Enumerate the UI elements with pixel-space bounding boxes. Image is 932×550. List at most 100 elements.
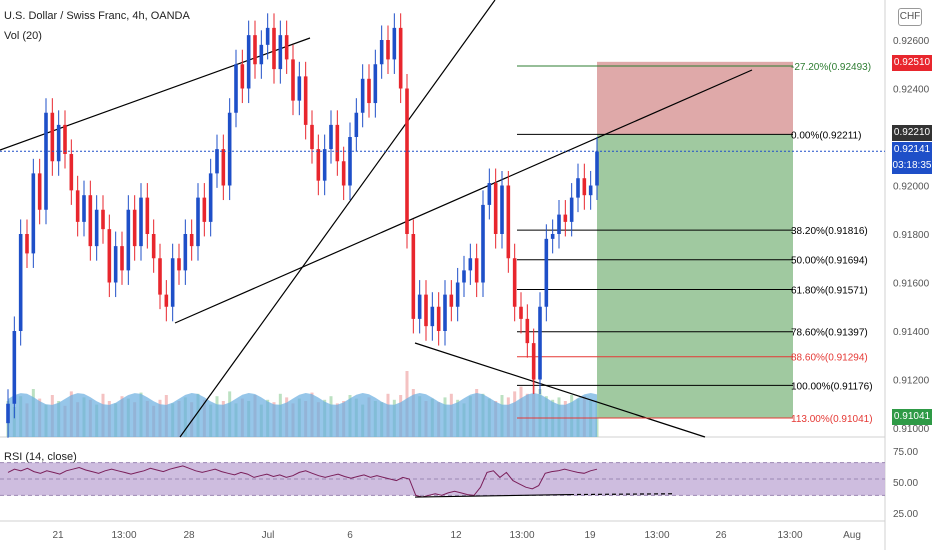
- candle-body: [582, 178, 587, 196]
- candle-body: [113, 246, 118, 283]
- candle-body: [246, 35, 251, 89]
- price-axis-tick: 0.91600: [893, 279, 930, 290]
- rsi-axis-tick: 25.00: [893, 509, 918, 520]
- candle-body: [474, 258, 479, 283]
- rsi-line: [7, 465, 598, 498]
- fib-label: -27.20%(0.92493): [791, 62, 871, 73]
- candle-body: [379, 40, 384, 65]
- candle-body: [481, 204, 485, 283]
- rsi-axis-tick: 50.00: [893, 478, 918, 489]
- candle-body: [37, 173, 42, 210]
- candle-body: [424, 294, 428, 327]
- dashed-channel-line: [0, 0, 411, 61]
- volume-bars: [6, 371, 599, 437]
- candle-body: [107, 229, 112, 283]
- candle-body: [208, 173, 213, 222]
- candle-body: [316, 149, 321, 181]
- candle-body: [398, 27, 403, 89]
- candle-body: [69, 153, 74, 191]
- candle-body: [506, 185, 511, 259]
- candle-body: [126, 209, 131, 271]
- rsi-divergence-line: [414, 493, 571, 498]
- candle-body: [88, 195, 93, 247]
- time-axis-tick: 13:00: [509, 530, 534, 541]
- candle-body: [462, 270, 466, 283]
- position-boxes: [597, 61, 793, 419]
- candle-body: [468, 258, 473, 271]
- candle-body: [82, 195, 86, 222]
- fib-label: 78.60%(0.91397): [791, 328, 868, 339]
- rsi-pane: 75.00 50.00 25.00: [0, 447, 918, 520]
- candle-body: [417, 294, 422, 319]
- candle-body: [360, 78, 365, 113]
- candle-body: [132, 209, 137, 247]
- price-axis-tick: 0.91800: [893, 230, 930, 241]
- candle-body: [196, 197, 200, 247]
- candle-body: [94, 209, 99, 247]
- candle-body: [525, 318, 530, 344]
- candle-body: [595, 151, 599, 186]
- volume-ma-area: [8, 393, 597, 437]
- price-axis-tick: 0.92400: [893, 85, 930, 96]
- candle-body: [240, 64, 245, 89]
- current-price-tag: 0.92141: [892, 142, 932, 158]
- candle-body: [348, 137, 352, 186]
- candle-body: [56, 124, 61, 162]
- candle-body: [120, 246, 124, 271]
- candle-body: [12, 331, 17, 404]
- candle-body: [544, 238, 549, 307]
- candle-body: [265, 27, 270, 45]
- candle-body: [449, 294, 454, 307]
- candle-body: [341, 161, 346, 186]
- candle-body: [63, 124, 67, 154]
- candle-body: [512, 258, 517, 307]
- time-axis-tick: 12: [450, 530, 462, 541]
- candle-body: [31, 173, 36, 254]
- candle-body: [44, 112, 48, 210]
- lower-channel-line: [414, 342, 706, 438]
- volume-indicator-label[interactable]: Vol (20): [4, 30, 42, 42]
- candle-body: [335, 124, 340, 162]
- candle-body: [588, 185, 593, 196]
- candle-body: [487, 183, 492, 205]
- stop-loss-zone: [597, 61, 793, 135]
- candle-body: [234, 64, 238, 113]
- candle-body: [550, 234, 555, 239]
- candle-body: [563, 214, 568, 222]
- fib-label: 88.60%(0.91294): [791, 353, 868, 364]
- candle-body: [310, 124, 314, 150]
- time-axis-tick: Jul: [262, 530, 275, 541]
- candle-body: [392, 27, 397, 60]
- candle-body: [455, 282, 460, 307]
- rising-trend-line: [174, 69, 753, 324]
- price-axis-tick: 0.91400: [893, 327, 930, 338]
- candle-body: [291, 59, 295, 101]
- candle-body: [557, 214, 561, 234]
- fib-label: 113.00%(0.91041): [791, 414, 873, 425]
- candle-body: [50, 112, 55, 162]
- candle-body: [284, 35, 289, 60]
- price-axis-tick: 0.91200: [893, 376, 930, 387]
- rsi-indicator-label[interactable]: RSI (14, close): [4, 451, 77, 463]
- candle-body: [221, 149, 226, 186]
- candle-body: [164, 294, 169, 307]
- candle-body: [436, 306, 441, 331]
- candle-body: [569, 197, 574, 222]
- candle-body: [202, 197, 207, 222]
- currency-button[interactable]: CHF: [898, 8, 922, 26]
- bar-countdown-tag: 03:18:35: [892, 158, 932, 174]
- fib-label: 0.00%(0.92211): [791, 130, 861, 141]
- target-price-tag: 0.91041: [892, 409, 932, 425]
- candle-body: [519, 306, 523, 319]
- candle-body: [177, 258, 181, 271]
- candle-body: [183, 234, 188, 271]
- candle-body: [189, 234, 194, 247]
- time-axis: 21 13:00 28 Jul 6 12 13:00 19 13:00 26 13:00 Aug: [52, 530, 860, 541]
- chart-title: U.S. Dollar / Swiss Franc, 4h, OANDA: [4, 10, 190, 22]
- candle-body: [75, 190, 80, 222]
- time-axis-tick: 19: [584, 530, 596, 541]
- time-axis-tick: Aug: [843, 530, 861, 541]
- candle-body: [145, 197, 150, 234]
